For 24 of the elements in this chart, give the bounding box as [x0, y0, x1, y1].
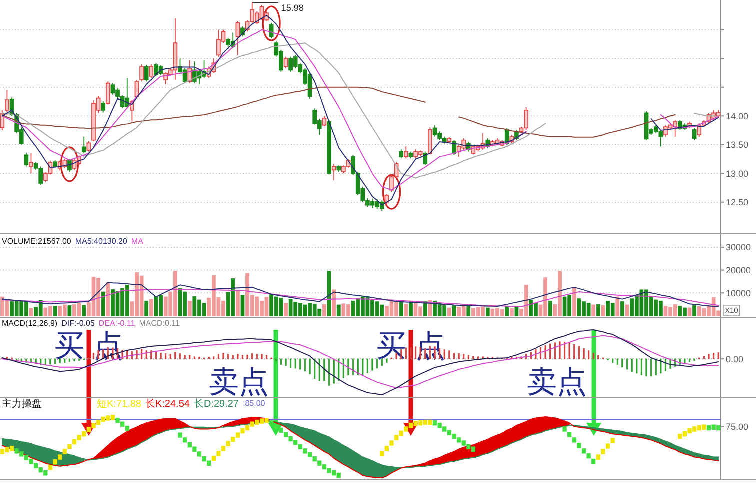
y-tick-label: 20000	[726, 265, 752, 276]
chart-title: MACD(12,26,9)	[2, 319, 58, 328]
chart-title: VOLUME:21567.00	[2, 237, 72, 246]
text: :85.00	[243, 399, 266, 408]
annotation: 15.98	[281, 2, 304, 13]
y-tick-label: 30000	[726, 242, 752, 253]
series-label: 长D:29.27	[194, 398, 240, 410]
text: 0.00	[726, 354, 744, 364]
text: DIF:-0.05	[62, 319, 96, 328]
y-tick-label: 12.50	[726, 198, 749, 208]
text: MA5:40130.20	[75, 237, 128, 246]
annotation: 卖点	[209, 365, 269, 400]
text: 75.00	[726, 422, 749, 432]
chart-title: 主力操盘	[2, 398, 42, 410]
y-tick-label: 13.00	[726, 168, 749, 179]
series-label: 短K:71.88	[97, 398, 142, 410]
y-tick-label: 13.50	[726, 140, 749, 150]
series-label: 长K:24.54	[145, 398, 190, 410]
y-tick-label: 14.00	[726, 111, 749, 122]
text: MACD:0.11	[139, 319, 181, 328]
annotation: 卖点	[527, 365, 587, 400]
y-tick-label: 10000	[726, 288, 752, 298]
text: MA	[131, 237, 144, 246]
text: DEA:-0.11	[98, 319, 136, 328]
